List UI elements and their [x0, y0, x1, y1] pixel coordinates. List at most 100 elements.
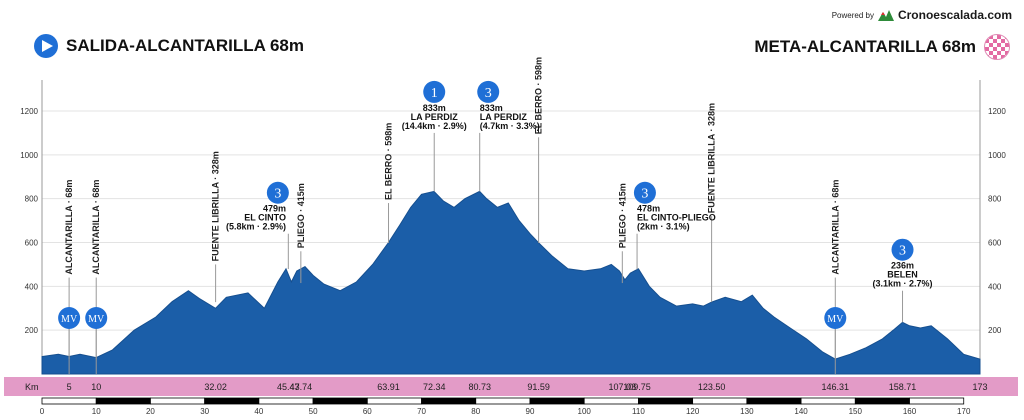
play-icon	[34, 34, 58, 58]
waypoint-label: FUENTE LIBRILLA · 328m	[211, 151, 221, 261]
climb-label-line: (4.7km · 3.3%)	[480, 121, 540, 131]
mv-marker	[85, 307, 108, 329]
km-value-label: 158.71	[889, 382, 917, 392]
scale-segment	[692, 397, 748, 405]
x-tick-label: 170	[957, 407, 971, 416]
km-value-label: 47.74	[290, 382, 313, 392]
y-tick-label-left: 1200	[20, 107, 38, 116]
climb-label-line: 833m	[423, 103, 446, 113]
km-value-label: 72.34	[423, 382, 446, 392]
km-value-label: 10	[91, 382, 101, 392]
climb-category-badge	[633, 181, 656, 204]
climb-label-line: EL CINTO	[244, 213, 286, 223]
scale-segment	[475, 397, 531, 405]
finish-label: META-ALCANTARILLA 68m	[754, 34, 1010, 60]
mountain-logo-icon	[877, 10, 894, 21]
elevation-profile	[41, 190, 981, 375]
scale-segment	[529, 397, 585, 405]
y-tick-label-right: 600	[988, 239, 1002, 248]
x-tick-label: 100	[578, 407, 592, 416]
climb-label-line: LA PERDIZ	[480, 112, 528, 122]
km-axis-label: Km	[25, 382, 39, 392]
climb-category-badge	[266, 181, 289, 204]
x-tick-label: 150	[849, 407, 863, 416]
mv-marker-label: MV	[88, 314, 105, 325]
climb-category-number: 3	[485, 86, 492, 101]
km-value-label: 45.43	[277, 382, 300, 392]
header: Powered by Cronoescalada.com SALIDA-ALCA…	[0, 0, 1024, 70]
climb-label-line: 236m	[891, 261, 914, 271]
scale-segment	[854, 397, 910, 405]
climb-category-number: 3	[899, 244, 906, 259]
x-tick-label: 70	[417, 407, 426, 416]
x-tick-label: 110	[632, 407, 645, 416]
x-tick-label: 60	[363, 407, 372, 416]
scale-segment	[421, 397, 477, 405]
km-value-label: 173	[972, 382, 987, 392]
scale-segment	[150, 397, 206, 405]
km-value-label: 32.02	[204, 382, 227, 392]
climb-category-badge	[891, 238, 914, 261]
climb-category-number: 3	[274, 187, 281, 202]
x-tick-label: 80	[471, 407, 480, 416]
scale-segment	[638, 397, 694, 405]
mv-marker-label: MV	[827, 314, 844, 325]
x-tick-label: 0	[40, 407, 45, 416]
y-tick-label-left: 600	[25, 239, 39, 248]
km-band	[4, 377, 1018, 396]
powered-by-text: Powered by	[831, 10, 874, 20]
climb-label-line: BELEN	[887, 270, 918, 280]
km-value-label: 146.31	[822, 382, 850, 392]
climb-label-line: EL CINTO-PLIEGO	[637, 213, 716, 223]
scale-segment	[800, 397, 856, 405]
y-tick-label-right: 200	[988, 326, 1002, 335]
waypoint-label: EL BERRO · 598m	[534, 57, 544, 134]
x-tick-label: 120	[686, 407, 700, 416]
x-tick-label: 130	[740, 407, 754, 416]
climb-label-line: (2km · 3.1%)	[637, 222, 690, 232]
x-tick-label: 140	[794, 407, 808, 416]
checkered-flag-icon	[984, 34, 1010, 60]
scale-segment	[909, 397, 965, 405]
km-value-label: 63.91	[377, 382, 400, 392]
climb-category-number: 3	[641, 187, 648, 202]
y-tick-label-right: 800	[988, 195, 1002, 204]
climb-label-line: (5.8km · 2.9%)	[226, 222, 286, 232]
km-value-label: 5	[67, 382, 72, 392]
climb-label-line: LA PERDIZ	[411, 112, 459, 122]
km-value-label: 109.75	[623, 382, 651, 392]
mv-marker	[58, 307, 81, 329]
scale-segment	[95, 397, 151, 405]
km-value-label: 91.59	[527, 382, 550, 392]
finish-label-text: META-ALCANTARILLA 68m	[754, 37, 976, 56]
x-tick-label: 40	[254, 407, 263, 416]
x-tick-label: 50	[309, 407, 318, 416]
km-value-label: 80.73	[468, 382, 491, 392]
waypoint-label: ALCANTARILLA · 68m	[830, 180, 840, 275]
mv-marker	[824, 307, 847, 329]
climb-label-line: 833m	[480, 103, 503, 113]
y-tick-label-left: 400	[25, 282, 39, 291]
climb-category-badge	[423, 80, 446, 103]
waypoint-label: EL BERRO · 598m	[384, 123, 394, 200]
waypoint-label: PLIEGO · 415m	[296, 183, 306, 248]
y-tick-label-left: 1000	[20, 151, 38, 160]
waypoint-label: ALCANTARILLA · 68m	[91, 180, 101, 275]
brand[interactable]: Powered by Cronoescalada.com	[832, 8, 1012, 22]
scale-segment	[204, 397, 260, 405]
scale-segment	[258, 397, 314, 405]
scale-segment	[746, 397, 802, 405]
climb-label-line: 479m	[263, 204, 286, 214]
y-tick-label-right: 400	[988, 282, 1002, 291]
mv-marker-label: MV	[61, 314, 78, 325]
climb-category-number: 1	[431, 86, 438, 101]
climb-label-line: (14.4km · 2.9%)	[402, 121, 467, 131]
scale-segment	[366, 397, 422, 405]
y-tick-label-right: 1000	[988, 151, 1006, 160]
climb-label-line: (3.1km · 2.7%)	[873, 279, 933, 289]
x-tick-label: 90	[526, 407, 535, 416]
climb-category-badge	[477, 80, 500, 103]
waypoint-label: ALCANTARILLA · 68m	[64, 180, 74, 275]
scale-segment	[41, 397, 97, 405]
km-value-label: 107.03	[609, 382, 637, 392]
